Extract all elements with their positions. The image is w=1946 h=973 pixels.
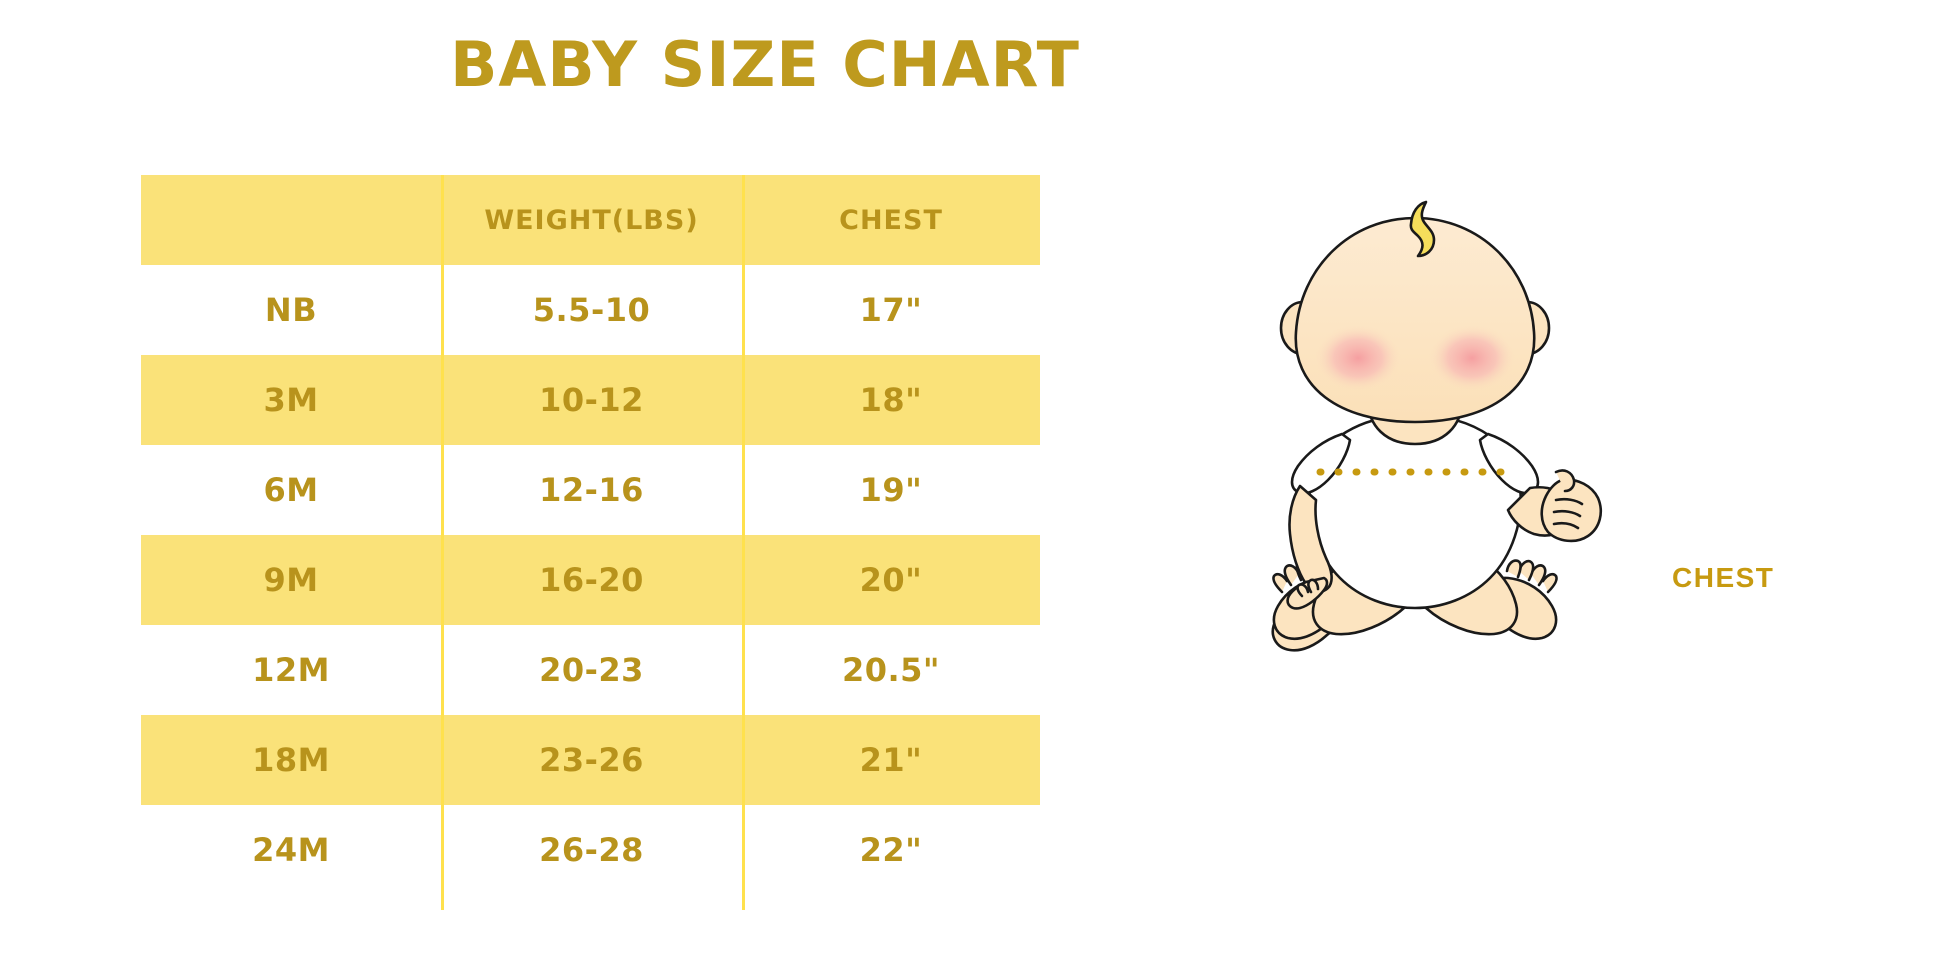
toe: [1541, 572, 1558, 594]
knuckle-line: [1552, 509, 1582, 518]
table-header-row: WEIGHT(LBS) CHEST: [141, 175, 1040, 265]
cell-size: 3M: [263, 381, 319, 419]
cell-chest: 20.5": [841, 651, 941, 689]
table-row: NB 5.5-10 17": [141, 265, 1040, 355]
table-row: 18M 23-26 21": [141, 715, 1040, 805]
table-row: 3M 10-12 18": [141, 355, 1040, 445]
cell-weight: 26-28: [539, 831, 644, 869]
baby-size-table: WEIGHT(LBS) CHEST NB 5.5-10 17" 3M 10-12…: [141, 175, 1040, 895]
thumb: [1554, 469, 1576, 493]
cell-chest: 17": [859, 291, 923, 329]
header-weight: WEIGHT(LBS): [484, 204, 699, 236]
cell-chest: 19": [859, 471, 923, 509]
column-divider-line: [742, 175, 745, 910]
toe: [1529, 564, 1547, 587]
cell-chest: 21": [859, 741, 923, 779]
cell-chest: 22": [859, 831, 923, 869]
cell-chest: 20": [859, 561, 923, 599]
cell-size: 9M: [263, 561, 319, 599]
cell-weight: 10-12: [539, 381, 644, 419]
table-row: 12M 20-23 20.5": [141, 625, 1040, 715]
left-blush: [1314, 324, 1402, 392]
toe: [1505, 559, 1522, 579]
header-chest: CHEST: [839, 204, 943, 236]
cell-size: NB: [264, 291, 318, 329]
page-title: BABY SIZE CHART: [450, 28, 1080, 101]
knuckle-line: [1552, 521, 1580, 530]
table-row: 24M 26-28 22": [141, 805, 1040, 895]
finger: [1307, 578, 1320, 594]
cell-weight: 12-16: [539, 471, 644, 509]
cell-chest: 18": [859, 381, 923, 419]
cell-size: 12M: [252, 651, 330, 689]
column-divider-line: [441, 175, 444, 910]
finger: [1296, 583, 1310, 598]
cell-weight: 5.5-10: [532, 291, 651, 329]
toe: [1272, 572, 1289, 594]
table-row: 6M 12-16 19": [141, 445, 1040, 535]
cell-size: 18M: [252, 741, 330, 779]
cell-weight: 23-26: [539, 741, 644, 779]
toe: [1283, 564, 1301, 587]
sitting-baby-illustration: [1271, 200, 1602, 652]
right-blush: [1428, 324, 1516, 392]
chest-annotation-label: CHEST: [1672, 562, 1775, 593]
hair-curl: [1409, 200, 1436, 258]
knuckle-line: [1554, 497, 1584, 506]
cell-size: 24M: [252, 831, 330, 869]
cell-size: 6M: [263, 471, 319, 509]
right-fist: [1540, 478, 1602, 543]
cell-weight: 16-20: [539, 561, 644, 599]
cell-weight: 20-23: [539, 651, 644, 689]
head: [1294, 216, 1536, 424]
table-row: 9M 16-20 20": [141, 535, 1040, 625]
